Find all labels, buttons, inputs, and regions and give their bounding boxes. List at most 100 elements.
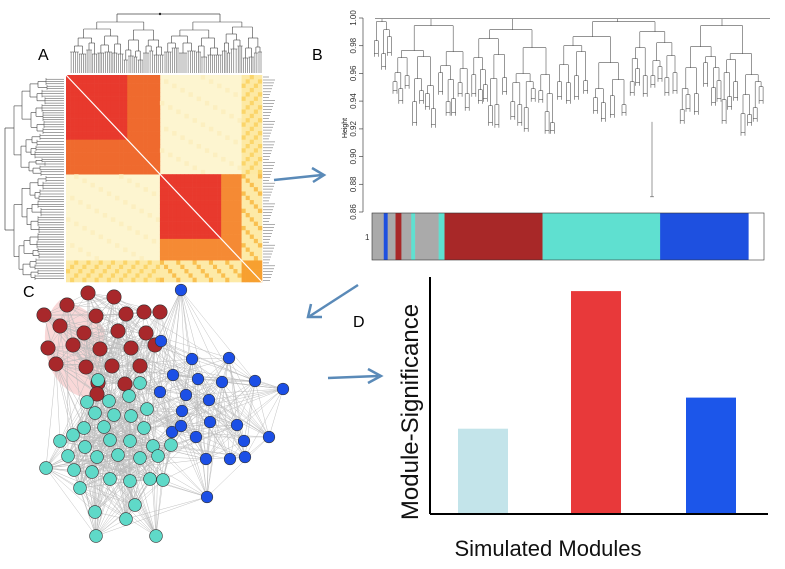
heatmap-cell [180,256,185,261]
heatmap-cell [257,109,263,115]
heatmap-row-labels [263,76,275,281]
heatmap-cell [127,135,132,140]
heatmap-cell [98,96,104,102]
heatmap-cell [172,208,177,214]
heatmap-cell [110,169,116,175]
heatmap-cell [200,191,206,197]
heatmap-cell [106,96,112,102]
heatmap-cell [245,161,251,166]
network-node [122,389,136,403]
heatmap-cell [237,178,242,184]
heatmap-cell [123,83,128,89]
heatmap-cell [123,200,128,205]
heatmap-cell [94,135,99,140]
network-node [123,340,139,356]
network-edge [180,399,210,427]
heatmap-cell [192,238,197,244]
heatmap-cell [225,200,230,205]
network-edge [95,504,136,537]
panel-label-d: D [353,314,365,331]
heatmap-cell [74,131,79,136]
network-edge [59,325,147,334]
heatmap-cell [123,118,128,123]
heatmap-cell [253,118,259,123]
heatmap-cell [213,251,218,257]
heatmap-cell [74,122,79,128]
heatmap-cell [192,200,197,205]
heatmap-cell [78,273,83,278]
heatmap-cell [135,131,140,136]
heatmap-cell [78,126,83,132]
network-edge [67,412,96,457]
heatmap-cell [245,100,251,106]
heatmap-cell [168,269,173,274]
heatmap-cell [98,105,104,110]
heatmap-cell [257,234,263,240]
heatmap-cell [66,79,71,84]
heatmap-cell [168,195,173,201]
heatmap-cell [115,152,120,158]
heatmap-cell [78,122,83,128]
heatmap-cell [249,135,255,140]
heatmap-cell [119,109,124,115]
heatmap-cell [94,96,99,102]
heatmap-cell [159,213,165,218]
network-edge [125,496,208,520]
heatmap-cell [204,264,210,270]
network-edge [47,292,89,349]
heatmap-cell [204,204,210,209]
heatmap-cell [147,264,153,270]
heatmap-cell [249,234,255,240]
heatmap-cell [70,131,75,136]
heatmap-cell [241,169,246,175]
heatmap-cell [196,269,202,274]
heatmap-cell [229,260,234,266]
heatmap-cell [176,234,181,240]
heatmap-cell [147,277,153,283]
heatmap-cell [74,260,79,266]
heatmap-cell [221,187,226,192]
network-node [174,283,188,297]
heatmap-cell [94,277,99,283]
heatmap-cell [90,273,95,278]
heatmap-cell [204,238,210,244]
heatmap-cell [70,109,75,115]
heatmap-cell [180,204,185,209]
heatmap-cell [127,152,132,158]
heatmap-cell [176,174,181,179]
heatmap-cell [249,79,255,84]
network-edge [55,363,126,385]
heatmap-cell [86,75,91,80]
heatmap-cell [217,213,222,218]
heatmap-top-dendrogram [70,12,262,73]
module-color-segment [415,213,439,260]
heatmap-cell [184,182,189,188]
heatmap-cell [86,131,91,136]
heatmap-cell [245,221,251,227]
heatmap-cell [102,144,108,149]
heatmap-cell [135,96,140,102]
heatmap-cell [233,256,238,261]
heatmap-cell [78,83,83,89]
heatmap-cell [123,269,128,274]
heatmap-cell [159,243,165,248]
heatmap-cell [257,213,263,218]
network-edge [91,471,157,537]
heatmap-cell [106,135,112,140]
heatmap-cell [164,195,169,201]
heatmap-cell [82,178,87,184]
heatmap-cell [184,269,189,274]
heatmap-cell [237,260,242,266]
heatmap-cell [249,238,255,244]
heatmap-cell [90,156,95,162]
heatmap-cell [155,131,161,136]
heatmap-cell [106,165,112,171]
heatmap-cell [139,122,144,128]
heatmap-cell [188,195,193,201]
heatmap-cell [257,191,263,197]
heatmap-cell [115,264,120,270]
heatmap-cell [135,75,140,80]
heatmap-cell [241,105,246,110]
heatmap-cell [180,247,185,253]
